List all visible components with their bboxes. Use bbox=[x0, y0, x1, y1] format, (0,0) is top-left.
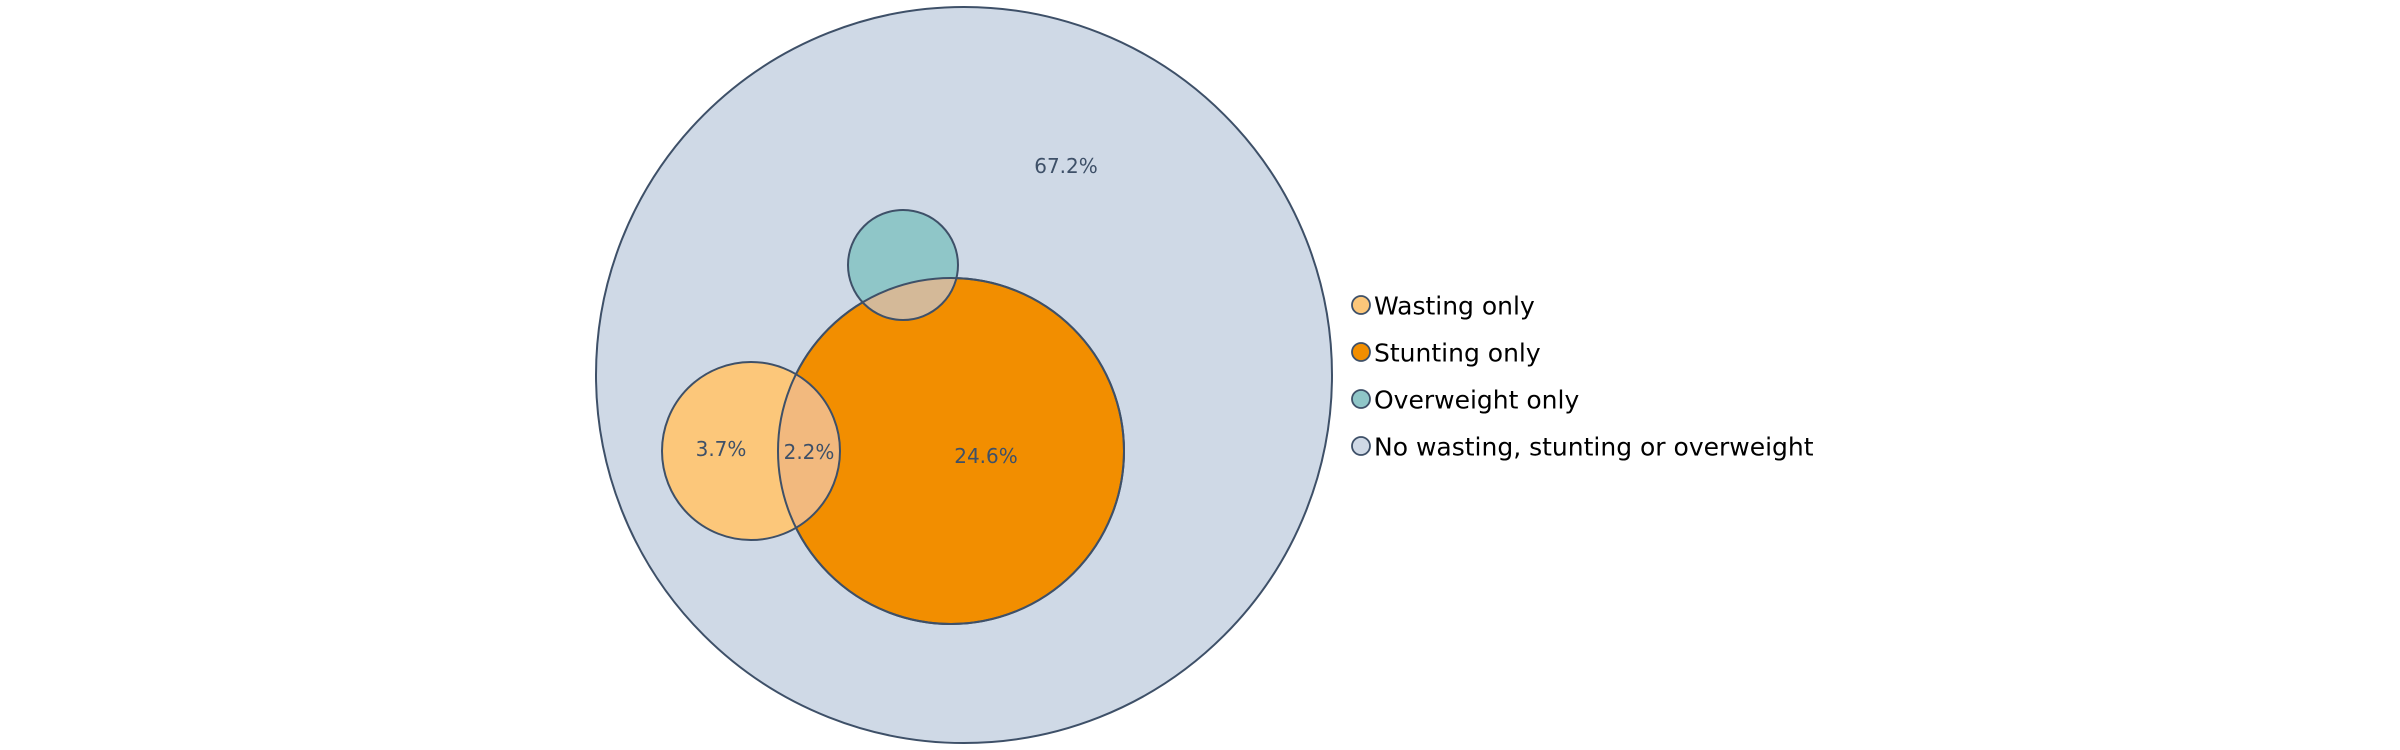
legend-marker-none bbox=[1351, 436, 1371, 456]
legend-label-none: No wasting, stunting or overweight bbox=[1374, 433, 1814, 462]
legend-label-wasting: Wasting only bbox=[1374, 292, 1535, 321]
legend-marker-stunting bbox=[1351, 342, 1371, 362]
legend-item-stunting: Stunting only bbox=[1351, 339, 1541, 368]
legend-item-overweight: Overweight only bbox=[1351, 386, 1579, 415]
region-label-wasting: 3.7% bbox=[696, 437, 747, 461]
region-label-none: 67.2% bbox=[1034, 154, 1098, 178]
venn-outline-stunting bbox=[777, 277, 1125, 625]
legend-label-overweight: Overweight only bbox=[1374, 386, 1579, 415]
legend-marker-wasting bbox=[1351, 295, 1371, 315]
venn-outline-wasting bbox=[661, 361, 841, 541]
legend-item-none: No wasting, stunting or overweight bbox=[1351, 433, 1814, 462]
legend-marker-overweight bbox=[1351, 389, 1371, 409]
region-label-wasting-stunting: 2.2% bbox=[784, 440, 835, 464]
region-label-stunting: 24.6% bbox=[954, 444, 1018, 468]
legend-item-wasting: Wasting only bbox=[1351, 292, 1535, 321]
legend: Wasting only Stunting only Overweight on… bbox=[1351, 292, 1814, 462]
legend-label-stunting: Stunting only bbox=[1374, 339, 1541, 368]
venn-outline-overweight bbox=[847, 209, 959, 321]
